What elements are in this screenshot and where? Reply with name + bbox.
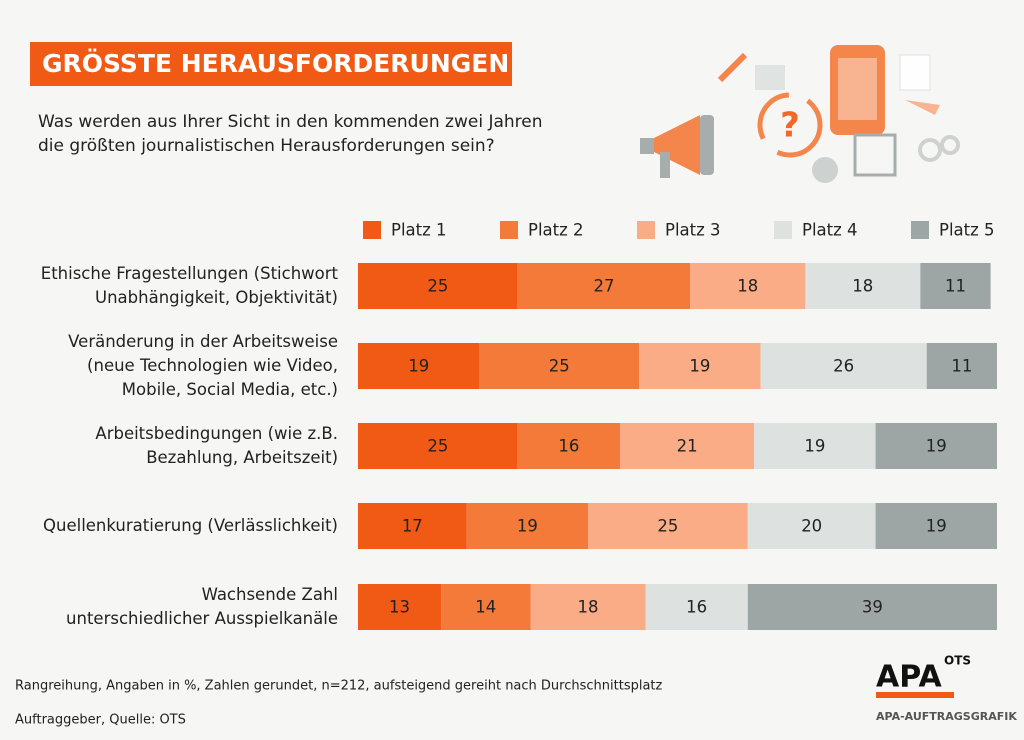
bar-segment — [875, 503, 997, 549]
value-label: 26 — [833, 357, 854, 376]
value-label: 19 — [926, 517, 947, 536]
bar-segment — [920, 263, 991, 309]
value-label: 19 — [689, 357, 710, 376]
value-label: 25 — [657, 517, 678, 536]
value-label: 19 — [926, 437, 947, 456]
bar-segment — [805, 263, 921, 309]
value-label: 20 — [801, 517, 822, 536]
value-label: 39 — [862, 598, 883, 617]
logo-sub: OTS — [944, 654, 971, 668]
legend-label: Platz 4 — [802, 221, 858, 240]
legend-label: Platz 2 — [528, 221, 584, 240]
value-label: 13 — [389, 598, 410, 617]
category-label: Ethische Fragestellungen (Stichwort Unab… — [40, 264, 338, 307]
bar-segment — [645, 584, 748, 630]
legend-swatch — [911, 221, 929, 239]
logo-caption: APA-AUFTRAGSGRAFIK — [876, 710, 1017, 723]
logo: APA — [876, 660, 942, 695]
legend-swatch — [500, 221, 518, 239]
bar-segment — [747, 503, 876, 549]
legend-label: Platz 1 — [391, 221, 447, 240]
legend-swatch — [363, 221, 381, 239]
category-label: Quellenkuratierung (Verlässlichkeit) — [43, 516, 338, 535]
bar-segment — [926, 343, 997, 389]
value-label: 21 — [677, 437, 698, 456]
bar-segment — [358, 584, 442, 630]
value-label: 11 — [951, 357, 972, 376]
value-label: 16 — [558, 437, 579, 456]
bar-segment — [747, 584, 997, 630]
bar-segment — [358, 423, 518, 469]
legend-swatch — [774, 221, 792, 239]
value-label: 25 — [549, 357, 570, 376]
value-label: 27 — [594, 277, 615, 296]
legend-swatch — [637, 221, 655, 239]
value-label: 19 — [408, 357, 429, 376]
bar-segment — [588, 503, 748, 549]
value-label: 18 — [852, 277, 873, 296]
bar-segment — [358, 263, 518, 309]
bar-segment — [875, 423, 997, 469]
value-label: 17 — [402, 517, 423, 536]
svg-text:?: ? — [780, 106, 800, 146]
value-label: 19 — [804, 437, 825, 456]
bar-segment — [517, 263, 691, 309]
bar-segment — [760, 343, 927, 389]
value-label: 14 — [475, 598, 496, 617]
bar-segment — [479, 343, 640, 389]
value-label: 18 — [737, 277, 758, 296]
bar-segment — [358, 503, 467, 549]
chart-title: GRÖSSTE HERAUSFORDERUNGEN — [42, 48, 509, 78]
footnote: Rangreihung, Angaben in %, Zahlen gerund… — [15, 679, 663, 694]
bar-segment — [690, 263, 806, 309]
bar-segment — [754, 423, 876, 469]
legend-label: Platz 5 — [939, 221, 995, 240]
value-label: 18 — [578, 598, 599, 617]
bar-segment — [358, 343, 480, 389]
category-label: Wachsende Zahl unterschiedlicher Ausspie… — [66, 585, 338, 628]
value-label: 16 — [686, 598, 707, 617]
value-label: 19 — [517, 517, 538, 536]
value-label: 25 — [427, 437, 448, 456]
subtitle: Was werden aus Ihrer Sicht in den kommen… — [38, 112, 543, 156]
source: Auftraggeber, Quelle: OTS — [15, 713, 186, 728]
value-label: 25 — [427, 277, 448, 296]
illustration: ? — [640, 45, 960, 183]
bar-segment — [517, 423, 620, 469]
bar-segment — [466, 503, 589, 549]
legend-label: Platz 3 — [665, 221, 721, 240]
bar-segment — [530, 584, 646, 630]
bar-segment — [639, 343, 761, 389]
logo-bar — [876, 692, 954, 698]
bar-segment — [441, 584, 531, 630]
category-label: Veränderung in der Arbeitsweise (neue Te… — [68, 332, 338, 399]
title-box — [30, 42, 512, 86]
category-label: Arbeitsbedingungen (wie z.B. Bezahlung, … — [95, 424, 338, 467]
value-label: 11 — [945, 277, 966, 296]
bar-segment — [619, 423, 755, 469]
